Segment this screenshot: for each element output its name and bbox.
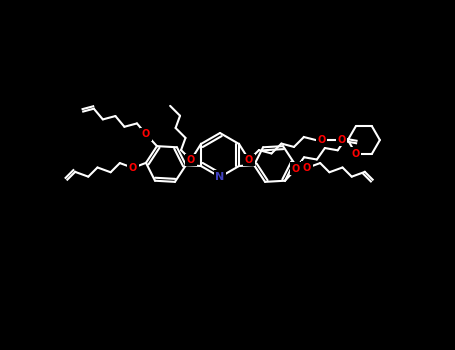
Text: O: O — [187, 155, 195, 165]
Text: O: O — [245, 155, 253, 165]
Text: N: N — [215, 172, 225, 182]
Text: O: O — [338, 135, 346, 145]
Text: O: O — [142, 129, 150, 139]
Text: O: O — [318, 135, 326, 145]
Text: O: O — [129, 163, 137, 173]
Text: O: O — [303, 163, 311, 173]
Text: O: O — [292, 164, 300, 174]
Text: O: O — [352, 149, 360, 159]
